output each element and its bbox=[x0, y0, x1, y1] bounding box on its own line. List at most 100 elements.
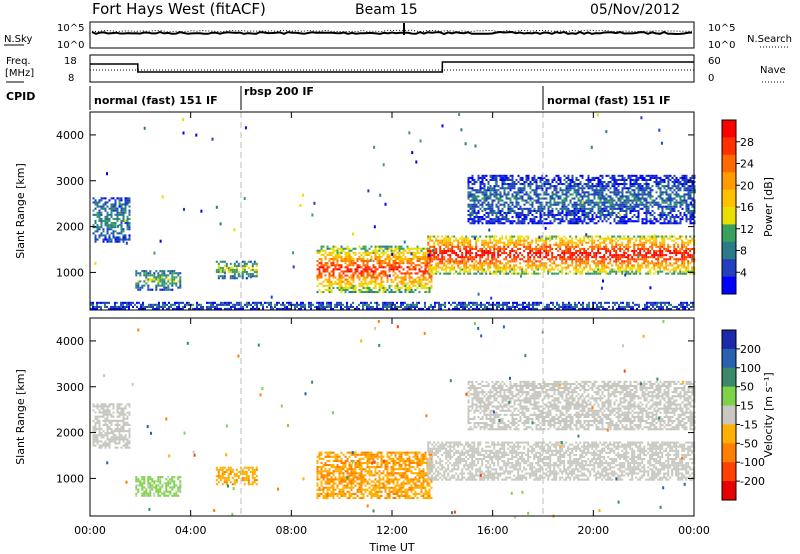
echo-cell bbox=[543, 181, 546, 184]
echo-cell bbox=[673, 185, 676, 188]
echo-cell bbox=[679, 270, 682, 273]
echo-cell bbox=[623, 209, 626, 212]
echo-cell bbox=[623, 185, 626, 188]
echo-cell bbox=[553, 201, 556, 204]
echo-cell bbox=[431, 235, 434, 238]
echo-cell bbox=[545, 245, 548, 248]
echo-cell bbox=[627, 207, 630, 210]
echo-cell bbox=[591, 205, 594, 208]
echo-cell bbox=[687, 266, 690, 269]
echo-cell bbox=[501, 174, 504, 177]
echo-cell bbox=[673, 247, 676, 250]
echo-cell bbox=[427, 272, 430, 275]
echo-cell bbox=[491, 258, 494, 261]
echo-cell bbox=[366, 268, 369, 271]
echo-cell bbox=[687, 243, 690, 246]
echo-cell bbox=[507, 243, 510, 246]
echo-cell bbox=[545, 264, 548, 267]
echo-cell bbox=[685, 218, 688, 221]
echo-cell bbox=[338, 284, 341, 287]
echo-cell bbox=[388, 266, 391, 269]
echo-cell bbox=[497, 205, 500, 208]
echo-cell bbox=[336, 251, 339, 254]
echo-cell bbox=[673, 272, 676, 275]
echo-cell bbox=[685, 178, 688, 181]
echo-cell bbox=[583, 262, 586, 265]
echo-cell bbox=[392, 264, 395, 267]
echo-cell bbox=[332, 260, 335, 263]
echo-cell bbox=[603, 245, 606, 248]
echo-cell bbox=[623, 195, 626, 198]
echo-cell bbox=[396, 268, 399, 271]
echo-cell bbox=[342, 258, 345, 261]
echo-cell bbox=[513, 250, 516, 253]
echo-cell bbox=[229, 262, 232, 265]
echo-cell bbox=[567, 174, 570, 177]
echo-cell bbox=[100, 205, 103, 208]
echo-cell bbox=[597, 245, 600, 248]
echo-cell bbox=[461, 268, 464, 271]
echo-cell bbox=[396, 286, 399, 289]
echo-cell bbox=[665, 254, 668, 257]
echo-cell bbox=[362, 272, 365, 275]
echo-cell bbox=[691, 247, 694, 250]
echo-cell bbox=[547, 270, 550, 273]
echo-cell bbox=[535, 241, 538, 244]
echo-cell bbox=[619, 220, 622, 223]
echo-cell bbox=[577, 191, 580, 194]
echo-cell bbox=[451, 260, 454, 263]
echo-cell bbox=[547, 250, 550, 253]
echo-cell bbox=[641, 191, 644, 194]
echo-cell bbox=[495, 203, 498, 206]
echo-cell bbox=[633, 207, 636, 210]
echo-cell bbox=[653, 237, 656, 240]
echo-cell bbox=[575, 220, 578, 223]
echo-cell bbox=[579, 181, 582, 184]
echo-cell bbox=[645, 199, 648, 202]
echo-cell bbox=[108, 234, 111, 237]
echo-cell bbox=[683, 211, 686, 214]
echo-cell bbox=[653, 203, 656, 206]
echo-cell bbox=[328, 282, 331, 285]
echo-cell bbox=[527, 256, 530, 259]
echo-cell bbox=[641, 197, 644, 200]
echo-cell bbox=[603, 241, 606, 244]
echo-cell bbox=[683, 260, 686, 263]
echo-cell bbox=[581, 211, 584, 214]
echo-cell bbox=[350, 249, 353, 252]
echo-cell bbox=[549, 201, 552, 204]
echo-cell bbox=[583, 260, 586, 263]
echo-cell bbox=[653, 174, 656, 177]
echo-cell bbox=[561, 243, 564, 246]
echo-cell bbox=[549, 264, 552, 267]
echo-cell bbox=[625, 209, 628, 212]
echo-cell bbox=[521, 178, 524, 181]
echo-cell bbox=[114, 307, 116, 310]
echo-cell bbox=[591, 214, 594, 217]
echo-cell bbox=[465, 235, 468, 238]
echo-cell bbox=[571, 262, 574, 265]
echo-cell bbox=[159, 270, 162, 273]
echo-cell bbox=[404, 272, 407, 275]
echo-cell bbox=[463, 243, 466, 246]
echo-cell bbox=[491, 241, 494, 244]
echo-cell bbox=[489, 205, 492, 208]
echo-cell bbox=[581, 189, 584, 192]
echo-cell bbox=[651, 235, 654, 238]
echo-cell bbox=[561, 260, 564, 263]
echo-cell bbox=[683, 181, 686, 184]
echo-cell bbox=[138, 307, 140, 310]
echo-cell bbox=[427, 235, 430, 238]
echo-cell bbox=[316, 264, 319, 267]
echo-cell bbox=[543, 185, 546, 188]
echo-cell bbox=[527, 254, 530, 257]
echo-cell bbox=[372, 264, 375, 267]
echo-cell bbox=[531, 214, 534, 217]
echo-cell bbox=[547, 181, 550, 184]
echo-cell bbox=[655, 183, 658, 186]
echo-cell bbox=[661, 235, 664, 238]
echo-cell bbox=[493, 237, 496, 240]
echo-cell bbox=[443, 264, 446, 267]
echo-cell bbox=[126, 197, 129, 200]
echo-cell bbox=[310, 307, 312, 310]
